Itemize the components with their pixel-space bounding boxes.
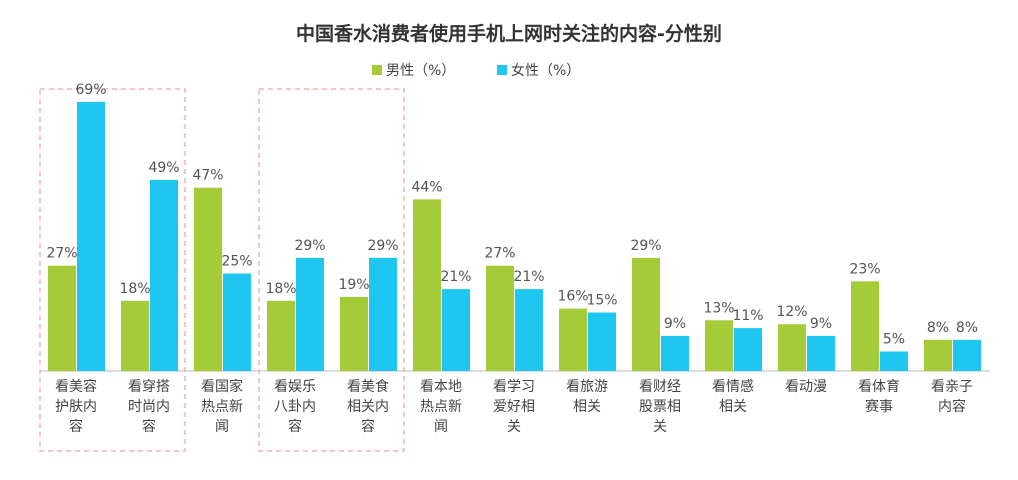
bar-female	[807, 335, 835, 371]
category-label: 赛事	[865, 399, 893, 415]
category-label: 看穿搭	[128, 379, 170, 395]
category-label: 看本地	[420, 379, 462, 395]
legend-swatch-male	[372, 65, 382, 75]
category-label: 容	[142, 418, 156, 435]
category-label: 看亲子	[931, 379, 973, 395]
category-label: 热点新	[201, 399, 243, 415]
category-label: 看国家	[201, 378, 243, 395]
category-label: 相关内	[347, 399, 389, 415]
category-label: 看娱乐	[274, 379, 316, 395]
category-label: 八卦内	[274, 399, 316, 415]
data-label-female: 29%	[367, 238, 398, 254]
category-label: 看情感	[712, 378, 754, 395]
bar-female	[150, 179, 178, 371]
legend-label-male: 男性（%）	[386, 63, 455, 79]
legend-label-female: 女性（%）	[511, 62, 580, 79]
data-label-female: 21%	[513, 269, 544, 285]
bar-male	[194, 187, 222, 371]
bar-male	[267, 300, 295, 371]
category-label: 时尚内	[128, 399, 170, 415]
bar-female	[296, 257, 324, 371]
category-label: 热点新	[420, 399, 462, 415]
data-label-female: 9%	[664, 316, 686, 332]
bar-male	[778, 324, 806, 371]
bar-female	[77, 101, 105, 372]
data-label-male: 47%	[192, 168, 223, 184]
chart-title: 中国香水消费者使用手机上网时关注的内容-分性别	[296, 22, 722, 45]
category-label: 闻	[215, 419, 229, 435]
bar-male	[486, 265, 514, 371]
data-label-male: 18%	[265, 281, 296, 297]
data-label-female: 69%	[75, 82, 106, 98]
data-label-female: 8%	[956, 320, 978, 336]
bar-female	[953, 339, 981, 371]
data-label-female: 25%	[221, 254, 252, 270]
data-label-female: 5%	[883, 332, 905, 348]
data-label-female: 11%	[732, 308, 763, 324]
category-label: 内容	[938, 398, 966, 415]
category-label: 看学习	[493, 379, 535, 395]
category-label: 爱好相	[493, 399, 535, 415]
category-label: 相关	[719, 399, 747, 415]
data-label-male: 16%	[557, 289, 588, 305]
data-label-female: 21%	[440, 269, 471, 285]
data-label-female: 49%	[148, 160, 179, 176]
highlight-box	[39, 88, 186, 452]
data-label-male: 18%	[119, 281, 150, 297]
bar-male	[924, 339, 952, 371]
bar-male	[121, 300, 149, 371]
data-label-female: 9%	[810, 316, 832, 332]
bar-female	[515, 289, 543, 371]
category-label: 容	[288, 418, 302, 435]
bar-male	[48, 265, 76, 371]
bar-female	[223, 273, 251, 371]
bar-female	[661, 335, 689, 371]
data-label-male: 13%	[703, 300, 734, 316]
category-label: 看体育	[858, 379, 900, 395]
data-label-male: 44%	[411, 179, 442, 195]
category-label: 股票相	[639, 399, 681, 415]
data-label-male: 8%	[927, 320, 949, 336]
data-label-female: 15%	[586, 293, 617, 309]
bar-male	[340, 296, 368, 371]
legend-swatch-female	[497, 65, 507, 75]
data-label-male: 12%	[776, 304, 807, 320]
bar-male	[632, 257, 660, 371]
category-label: 看财经	[639, 379, 681, 395]
data-label-male: 23%	[849, 261, 880, 277]
data-label-male: 19%	[338, 277, 369, 293]
bar-female	[442, 289, 470, 371]
bar-male	[851, 281, 879, 371]
data-label-male: 29%	[630, 238, 661, 254]
data-label-male: 27%	[46, 246, 77, 262]
data-label-female: 29%	[294, 238, 325, 254]
bar-female	[369, 257, 397, 371]
category-label: 容	[361, 418, 375, 435]
data-label-male: 27%	[484, 246, 515, 262]
bar-male	[705, 320, 733, 371]
category-label: 闻	[434, 419, 448, 435]
bar-male	[559, 308, 587, 371]
highlight-box	[258, 88, 405, 452]
category-label: 看旅游	[566, 379, 608, 395]
category-label: 看动漫	[785, 379, 827, 395]
bar-female	[880, 351, 908, 371]
category-label: 相关	[573, 399, 601, 415]
category-label: 关	[507, 419, 521, 435]
bar-female	[734, 328, 762, 371]
bar-male	[413, 199, 441, 371]
bar-female	[588, 312, 616, 371]
category-label: 容	[69, 418, 83, 435]
category-label: 护肤内	[55, 399, 97, 415]
category-label: 关	[653, 419, 667, 435]
legend: 男性（%） 女性（%）	[372, 62, 580, 79]
category-label: 看美容	[55, 378, 97, 395]
category-label: 看美食	[347, 378, 389, 395]
